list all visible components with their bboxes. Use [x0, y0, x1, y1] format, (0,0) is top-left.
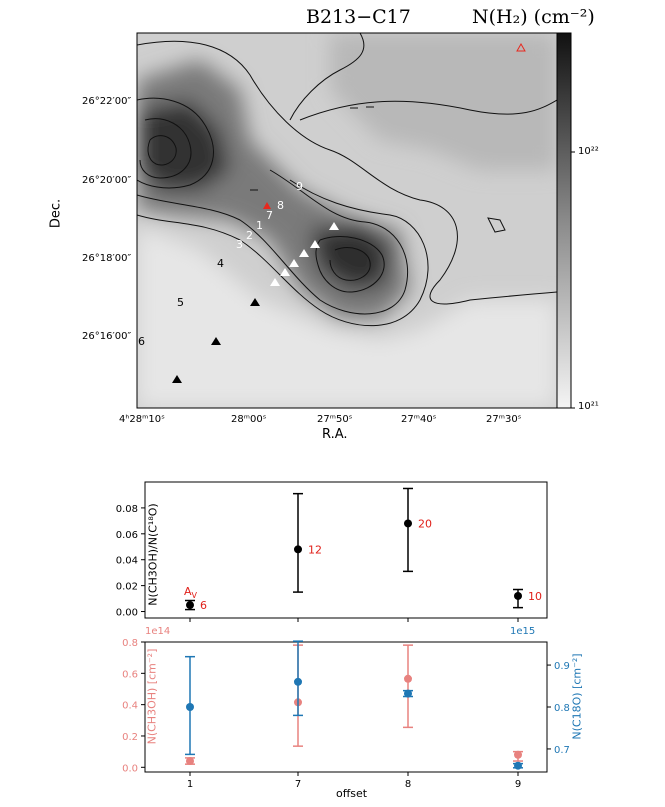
- red-outline-marker: [516, 42, 526, 52]
- map-xtick-2: 28ᵐ00ˢ: [231, 414, 267, 425]
- black-marker: [250, 298, 260, 306]
- map-xtick-1: 4ʰ28ᵐ10ˢ: [119, 414, 165, 425]
- map-ytick-4: 26°16′00″: [82, 331, 132, 342]
- right-point: [404, 689, 412, 698]
- left-point: [404, 674, 412, 683]
- av-title: AV: [184, 585, 198, 600]
- white-marker: [270, 278, 280, 286]
- right-ytick-label: 0.9: [554, 661, 570, 672]
- ratio-ytick-label: 0.08: [116, 504, 138, 515]
- left-ytick-label: 0.0: [122, 763, 138, 774]
- right-point: [514, 761, 522, 770]
- ratio-ytick-label: 0.04: [116, 556, 138, 567]
- map-image: [137, 33, 557, 408]
- dual-xtick-label: 8: [405, 779, 411, 790]
- ratio-ytick-label: 0.06: [116, 530, 138, 541]
- white-marker: [329, 222, 339, 230]
- offset-label-6: 6: [138, 335, 145, 348]
- map-title: B213−C17: [306, 6, 411, 28]
- left-point: [514, 750, 522, 759]
- dual-xtick-label: 9: [515, 779, 521, 790]
- dual-chart: 0.0 0.2 0.4 0.6 0.8 0.7 0.8 0.9 1 7 8 9: [122, 638, 570, 790]
- map-xtick-3: 27ᵐ50ˢ: [317, 414, 353, 425]
- ratio-point: [514, 591, 522, 600]
- colorbar-tick-1: 10²²: [578, 146, 599, 157]
- offset-label-2: 2: [246, 229, 253, 242]
- offset-labels: 9 8 7 1 2 3 4 5 6: [138, 180, 303, 348]
- map-markers: [172, 42, 526, 383]
- dual-xtick-label: 1: [187, 779, 193, 790]
- offset-xlabel: offset: [336, 787, 368, 800]
- column-density-map: 9 8 7 1 2 3 4 5 6: [136, 32, 575, 409]
- left-ytick-label: 0.8: [122, 638, 138, 649]
- offset-label-5: 5: [177, 296, 184, 309]
- ratio-point: [186, 601, 194, 610]
- ch3oh-exponent: 1e14: [145, 626, 171, 637]
- colorbar: [556, 32, 572, 409]
- dual-plot-frame: [144, 641, 548, 773]
- ratio-plot-frame: [144, 481, 548, 619]
- right-ytick-label: 0.8: [554, 703, 570, 714]
- ratio-point: [294, 545, 302, 554]
- offset-label-8: 8: [277, 199, 284, 212]
- av-label: 10: [528, 590, 542, 603]
- map-ytick-3: 26°18′00″: [82, 253, 132, 264]
- dual-xtick-label: 7: [295, 779, 301, 790]
- left-ytick-label: 0.6: [122, 669, 138, 680]
- map-ytick-1: 26°22′00″: [82, 96, 132, 107]
- av-label: 6: [200, 599, 207, 612]
- ratio-ytick-label: 0.02: [116, 582, 138, 593]
- red-marker: [263, 202, 271, 209]
- left-point: [186, 757, 194, 766]
- white-marker: [280, 268, 290, 276]
- left-ytick-label: 0.2: [122, 732, 138, 743]
- right-point: [294, 677, 302, 686]
- map-xtick-5: 27ᵐ30ˢ: [486, 414, 522, 425]
- av-label: 12: [308, 543, 322, 556]
- offset-label-9: 9: [296, 180, 303, 193]
- map-ytick-2: 26°20′00″: [82, 175, 132, 186]
- black-marker: [211, 337, 221, 345]
- av-label: 20: [418, 517, 432, 530]
- white-marker: [289, 259, 299, 267]
- c18o-exponent: 1e15: [510, 626, 536, 637]
- map-xtick-4: 27ᵐ40ˢ: [401, 414, 437, 425]
- offset-label-3: 3: [236, 238, 243, 251]
- ratio-chart: 0.00 0.02 0.04 0.06 0.08 6 12 20 10 AV: [116, 481, 548, 622]
- ratio-point: [404, 519, 412, 528]
- right-ytick-label: 0.7: [554, 745, 570, 756]
- ratio-ytick-label: 0.00: [116, 608, 138, 619]
- offset-label-4: 4: [217, 257, 224, 270]
- black-marker: [172, 375, 182, 383]
- colorbar-label: N(H₂) (cm⁻²): [472, 6, 595, 28]
- left-ytick-label: 0.4: [122, 701, 138, 712]
- map-xlabel: R.A.: [322, 427, 348, 442]
- white-marker: [310, 240, 320, 248]
- offset-label-1: 1: [256, 219, 263, 232]
- white-marker: [299, 249, 309, 257]
- colorbar-tick-2: 10²¹: [578, 401, 599, 412]
- av-title-subscript: V: [192, 591, 198, 600]
- offset-label-7: 7: [266, 209, 273, 222]
- right-point: [186, 703, 194, 711]
